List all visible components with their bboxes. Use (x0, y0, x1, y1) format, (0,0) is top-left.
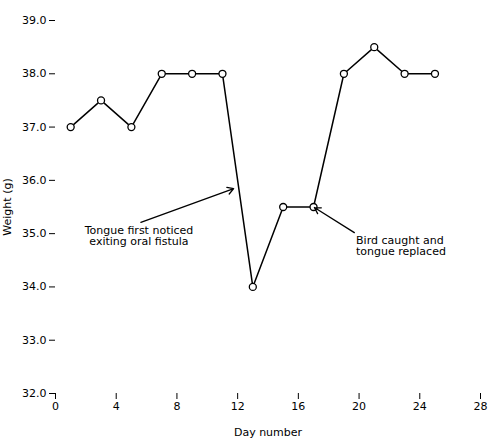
svg-text:12: 12 (231, 400, 245, 413)
svg-text:36.0: 36.0 (22, 174, 47, 187)
svg-text:8: 8 (173, 400, 180, 413)
svg-text:38.0: 38.0 (22, 67, 47, 80)
svg-text:37.0: 37.0 (22, 121, 47, 134)
svg-text:Day number: Day number (234, 426, 303, 438)
svg-text:20: 20 (352, 400, 366, 413)
svg-text:16: 16 (291, 400, 305, 413)
svg-text:32.0: 32.0 (22, 387, 47, 400)
svg-text:33.0: 33.0 (22, 334, 47, 347)
svg-text:4: 4 (113, 400, 120, 413)
svg-text:39.0: 39.0 (22, 14, 47, 27)
svg-text:24: 24 (413, 400, 427, 413)
svg-text:Weight (g): Weight (g) (1, 178, 14, 235)
svg-text:0: 0 (52, 400, 59, 413)
svg-text:Bird caught andtongue replaced: Bird caught andtongue replaced (356, 234, 446, 258)
svg-text:35.0: 35.0 (22, 227, 47, 240)
svg-text:34.0: 34.0 (22, 280, 47, 293)
svg-text:28: 28 (474, 400, 488, 413)
svg-text:Tongue first noticedexiting or: Tongue first noticedexiting oral fistula (84, 224, 194, 248)
